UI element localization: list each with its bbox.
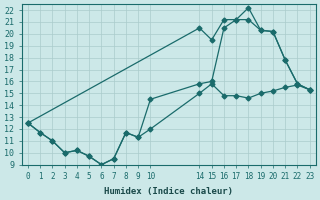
X-axis label: Humidex (Indice chaleur): Humidex (Indice chaleur): [104, 187, 233, 196]
